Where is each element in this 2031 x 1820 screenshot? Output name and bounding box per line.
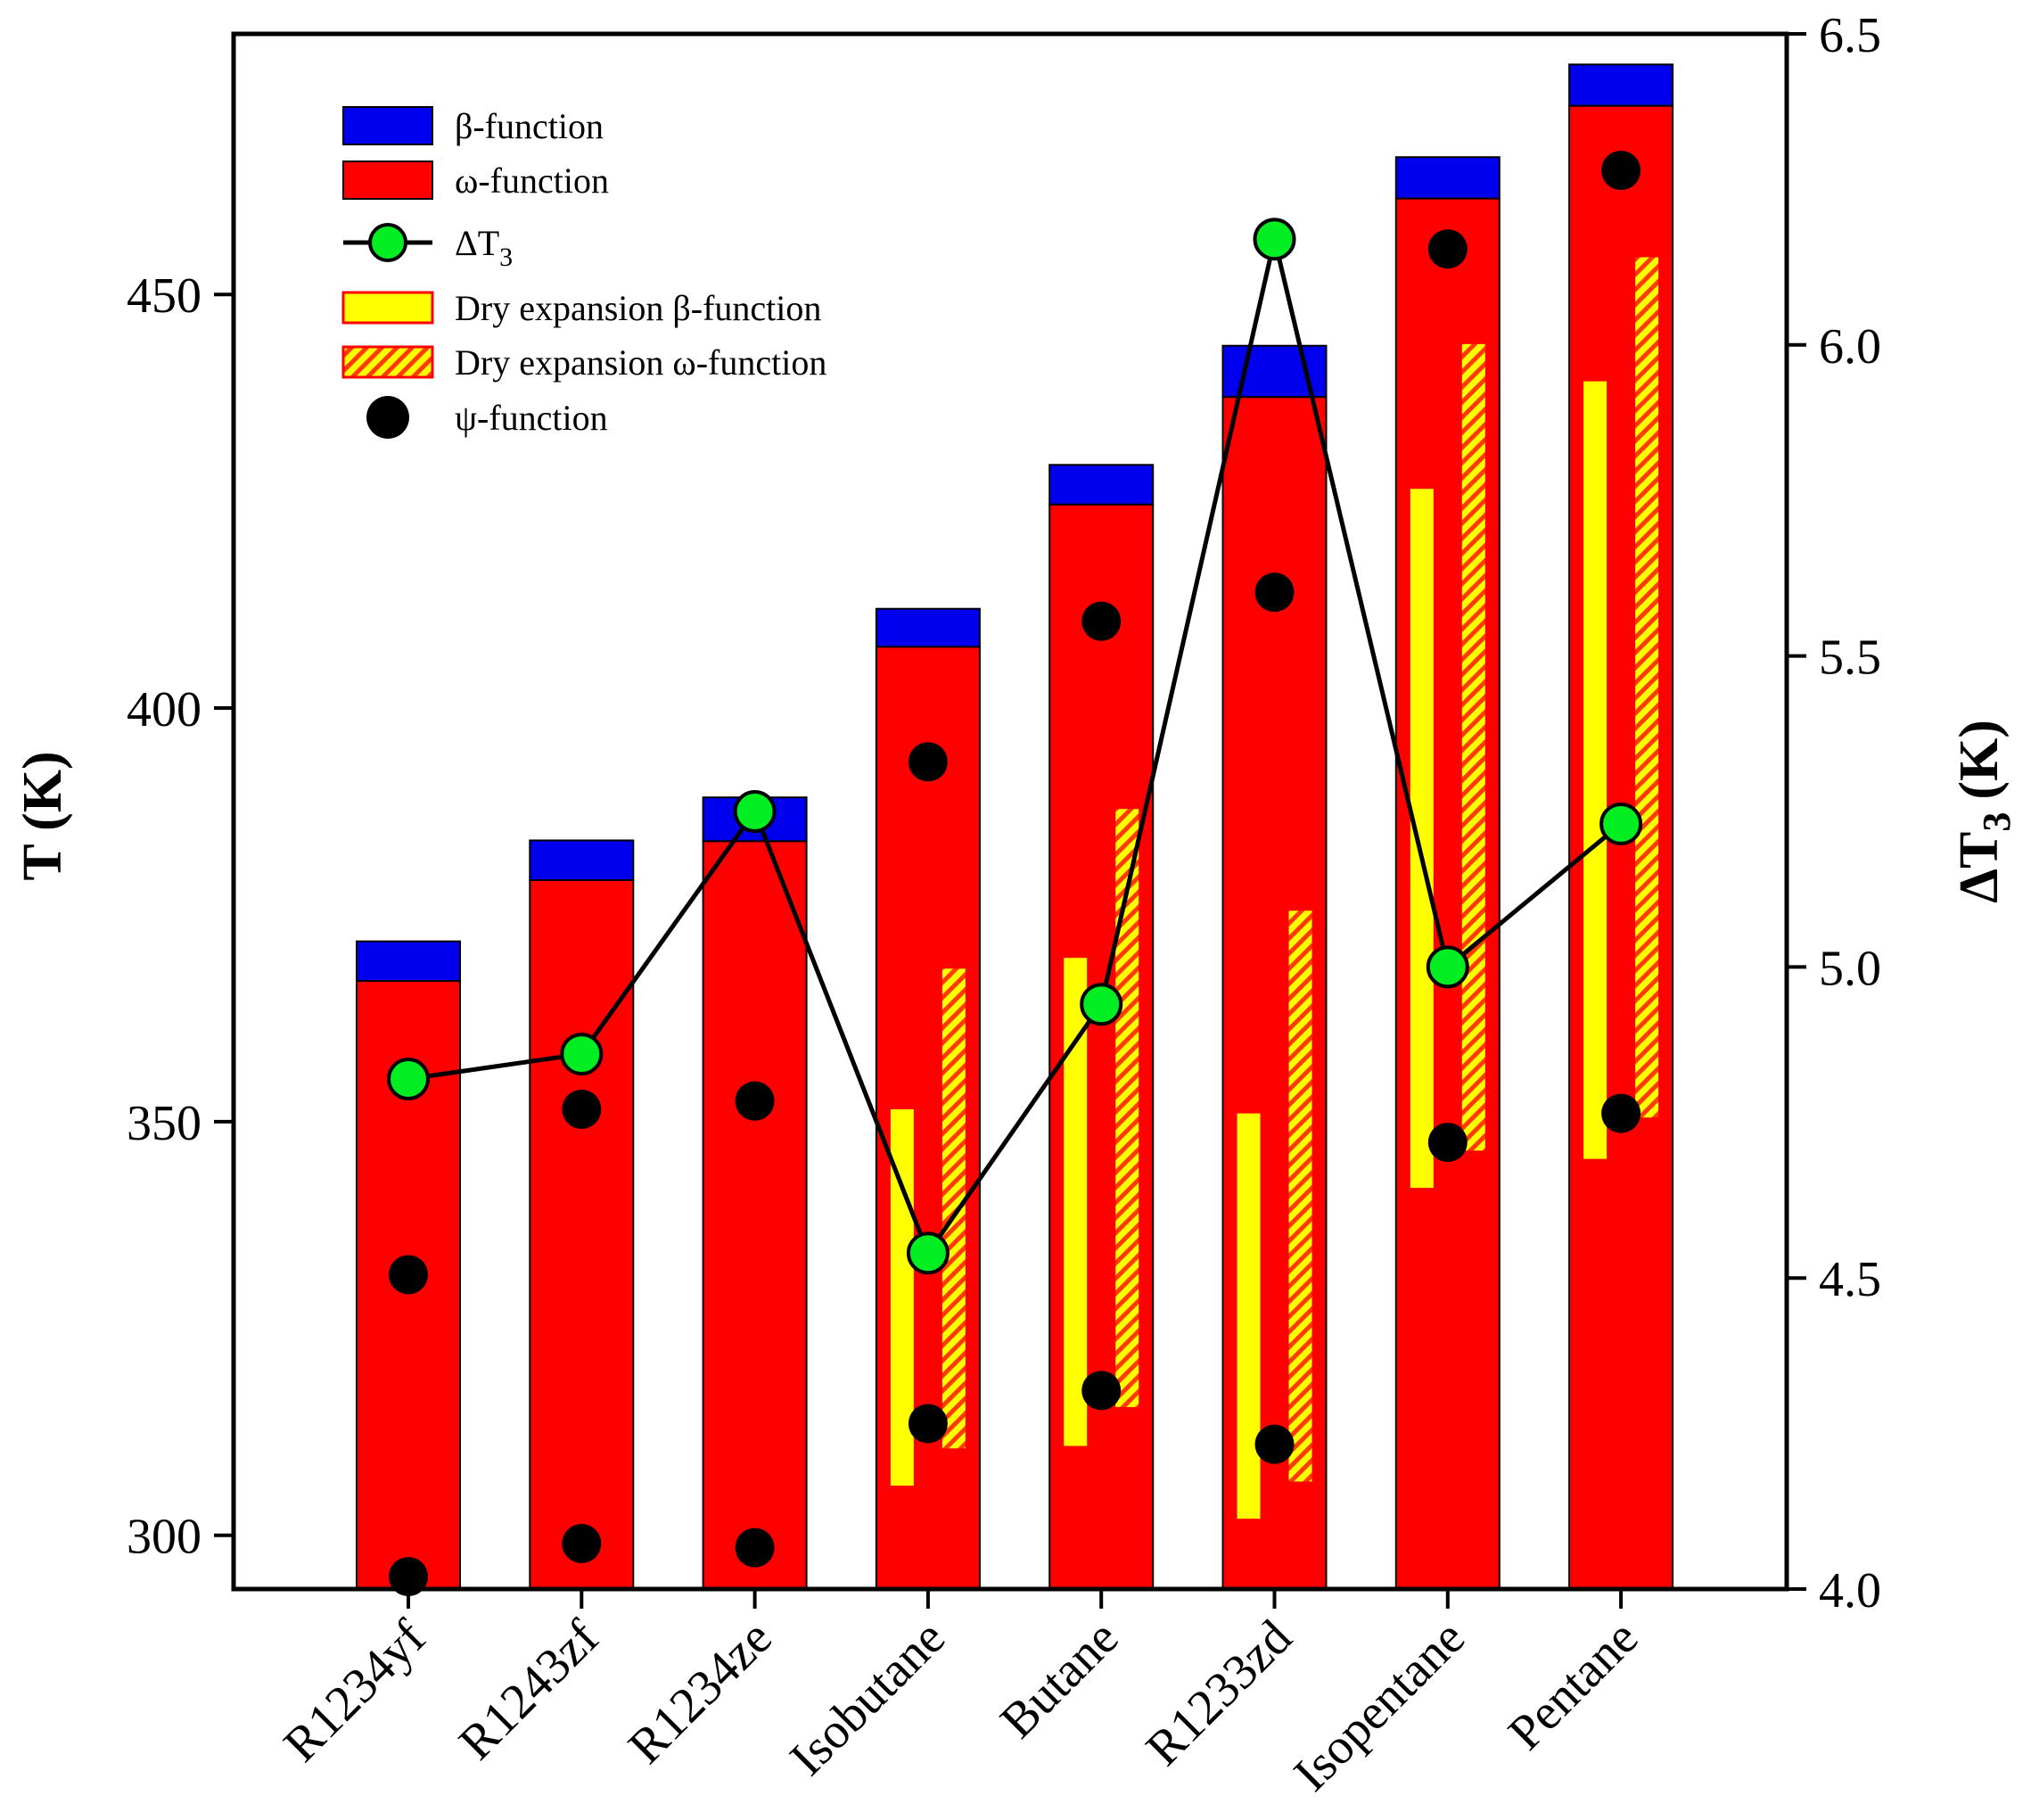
right-tick-label-5.5: 5.5 [1819, 630, 1881, 686]
psi-point-Butane-2 [1081, 1371, 1122, 1411]
delta-t3-line [407, 238, 1623, 1258]
dry-beta-range-R1233zd [1237, 1113, 1261, 1519]
omega-bar-R1243zf [529, 878, 635, 1590]
delta-t3-point-Butane [1080, 983, 1123, 1026]
beta-bar-Isopentane [1394, 156, 1501, 200]
psi-point-R1243zf-2 [562, 1523, 602, 1563]
legend-swatch-psi [366, 396, 409, 439]
right-axis-title-sub: 3 [1975, 812, 2019, 832]
x-tick-label-Isopentane: Isopentane [1284, 1610, 1476, 1801]
right-tick-label-6.5: 6.5 [1819, 8, 1881, 63]
beta-bar-R1234yf [356, 940, 461, 983]
legend-swatch-beta [342, 106, 433, 145]
beta-bar-R1243zf [529, 839, 635, 881]
legend-label-3-sub: 3 [499, 243, 513, 272]
x-tick-label-Butane: Butane [990, 1610, 1129, 1749]
right-axis-title-main: ΔT [1949, 832, 2010, 903]
right-tick-label-4.0: 4.0 [1819, 1563, 1881, 1618]
legend-label-2: ω-function [455, 161, 609, 201]
right-tick-label-6.0: 6.0 [1819, 319, 1881, 375]
legend-label-6: ψ-function [455, 398, 608, 438]
right-tick-label-4.5: 4.5 [1819, 1252, 1881, 1307]
legend-label-5-main: Dry expansion ω-function [455, 342, 826, 383]
delta-t3-point-Isopentane [1426, 945, 1469, 989]
left-tick-label-400: 400 [127, 682, 201, 737]
dry-omega-range-Pentane [1635, 257, 1659, 1118]
psi-point-R1234yf-2 [389, 1557, 428, 1597]
x-tick-label-Pentane: Pentane [1498, 1610, 1649, 1760]
dry-omega-range-R1233zd [1288, 910, 1312, 1482]
x-tick-label-R1234ze: R1234ze [618, 1610, 783, 1775]
psi-point-R1233zd-2 [1254, 1424, 1295, 1464]
psi-point-Butane-1 [1081, 601, 1122, 641]
delta-t3-point-Isobutane [906, 1231, 950, 1275]
left-tick-label-300: 300 [127, 1510, 201, 1565]
psi-point-Isopentane-2 [1427, 1123, 1468, 1163]
psi-point-R1234ze-2 [735, 1528, 775, 1568]
dry-omega-range-Isobutane [941, 968, 966, 1449]
delta-t3-point-R1234ze [733, 790, 777, 833]
plot-area [356, 63, 1674, 1597]
psi-point-Isobutane-1 [908, 742, 948, 782]
left-axis-title: T (K) [12, 751, 73, 880]
beta-bar-Isobutane [875, 607, 981, 648]
psi-point-Isopentane-1 [1427, 229, 1468, 269]
dry-beta-range-Pentane [1583, 381, 1608, 1159]
beta-bar-Butane [1048, 464, 1155, 506]
legend-label-3: ΔT3 [455, 223, 513, 272]
legend-swatch-dry-omega [341, 345, 434, 379]
omega-bar-R1234ze [702, 840, 808, 1590]
legend-swatch-omega [342, 161, 433, 200]
legend-label-2-main: ω-function [455, 161, 609, 201]
delta-t3-point-Pentane [1599, 802, 1643, 845]
psi-point-Isobutane-2 [908, 1404, 948, 1444]
x-tick-label-R1234yf: R1234yf [274, 1610, 437, 1773]
x-tick-label-R1243zf: R1243zf [448, 1610, 609, 1770]
legend-swatch-delta-marker [368, 223, 407, 262]
left-axis-title-main: T [12, 844, 73, 881]
x-tick-label-Isobutane: Isobutane [779, 1610, 956, 1786]
legend-label-1: β-function [455, 106, 604, 146]
psi-point-R1243zf-1 [562, 1089, 602, 1129]
delta-t3-point-R1243zf [560, 1033, 604, 1076]
legend-swatch-dry-beta [341, 291, 434, 325]
left-axis-title-unit: (K) [12, 751, 73, 831]
psi-point-Pentane-2 [1601, 1093, 1641, 1133]
delta-t3-point-R1233zd [1253, 218, 1296, 261]
psi-point-R1234ze-1 [735, 1081, 775, 1121]
delta-t3-point-R1234yf [387, 1057, 430, 1100]
legend-label-3-main: ΔT [455, 223, 499, 263]
plot-frame [231, 31, 1789, 1592]
left-tick-label-350: 350 [127, 1096, 201, 1151]
legend-label-4-main: Dry expansion β-function [455, 288, 821, 328]
legend-label-6-main: ψ-function [455, 398, 608, 438]
legend-label-4: Dry expansion β-function [455, 288, 821, 328]
psi-point-R1234yf-1 [389, 1255, 428, 1295]
right-tick-label-5.0: 5.0 [1819, 941, 1881, 996]
psi-point-R1233zd-1 [1254, 572, 1295, 613]
legend-label-5: Dry expansion ω-function [455, 342, 826, 383]
legend-label-1-main: β-function [455, 106, 604, 146]
right-axis-title-unit: (K) [1949, 720, 2010, 800]
dry-beta-range-Isopentane [1410, 489, 1434, 1189]
dry-omega-range-Isopentane [1461, 343, 1485, 1151]
beta-bar-Pentane [1568, 63, 1674, 107]
dry-omega-range-Butane [1115, 809, 1139, 1407]
left-tick-label-450: 450 [127, 268, 201, 324]
psi-point-Pentane-1 [1601, 151, 1641, 191]
x-tick-label-R1233zd: R1233zd [1136, 1610, 1303, 1776]
right-axis-title: ΔT3 (K) [1949, 720, 2019, 903]
legend: β-function ω-function ΔT3 Dry expansion β-f… [341, 106, 826, 439]
